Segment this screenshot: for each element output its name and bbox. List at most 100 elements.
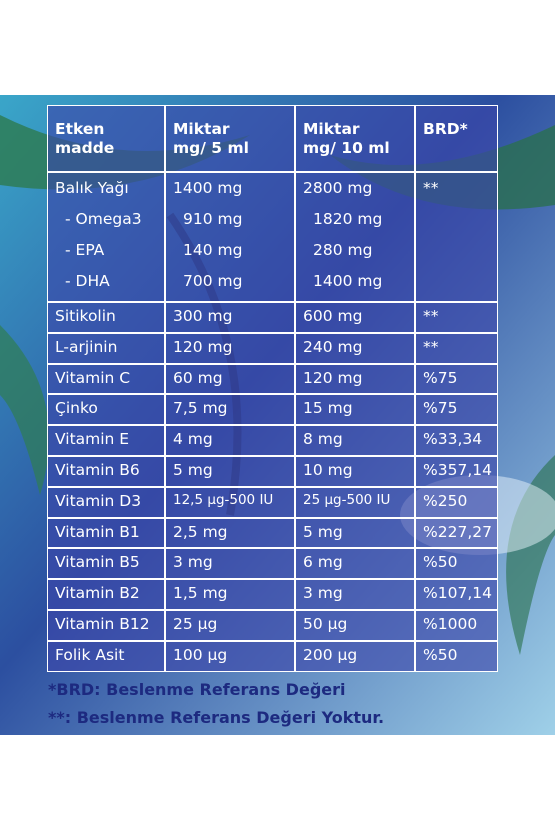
header-cell: BRD* bbox=[415, 105, 498, 172]
cell-text: %250 bbox=[423, 491, 468, 510]
header-cell: Miktar mg/ 10 ml bbox=[295, 105, 415, 172]
group-cell: 2800 mg 1820 mg 280 mg 1400 mg bbox=[295, 172, 415, 302]
group-cell: 1400 mg 910 mg 140 mg 700 mg bbox=[165, 172, 295, 302]
cell-text: 2,5 mg bbox=[173, 522, 228, 541]
cell-text: 3 mg bbox=[173, 553, 213, 572]
cell-text: %75 bbox=[423, 399, 458, 418]
table-cell: 2,5 mg bbox=[165, 517, 295, 549]
cell-text: 6 mg bbox=[303, 553, 343, 572]
table-cell: Vitamin B12 bbox=[47, 610, 165, 641]
cell-text: 140 mg bbox=[183, 241, 243, 259]
footnote: *BRD: Beslenme Referans Değeri bbox=[48, 680, 346, 699]
cell-text: 1820 mg bbox=[313, 210, 383, 228]
cell-text: 60 mg bbox=[173, 368, 223, 387]
cell-text: %50 bbox=[423, 645, 458, 664]
header-cell: Etken madde bbox=[47, 105, 165, 172]
table-cell: %357,14 bbox=[415, 456, 498, 487]
cell-text: 910 mg bbox=[183, 210, 243, 228]
cell-text: 4 mg bbox=[173, 430, 213, 449]
cell-text: ** bbox=[423, 307, 439, 325]
cell-text: ** bbox=[423, 179, 439, 197]
table-cell: 6 mg bbox=[295, 548, 415, 580]
cell-text: madde bbox=[55, 139, 115, 157]
cell-text: %107,14 bbox=[423, 584, 492, 603]
cell-text: 5 mg bbox=[173, 461, 213, 479]
table-cell: Vitamin B6 bbox=[47, 456, 165, 487]
table-cell: Sitikolin bbox=[47, 302, 165, 333]
cell-text: - Omega3 bbox=[65, 210, 142, 228]
cell-text: 8 mg bbox=[303, 430, 343, 449]
table-cell: Vitamin C bbox=[47, 363, 165, 395]
cell-text: 1400 mg bbox=[173, 179, 243, 197]
cell-text: Sitikolin bbox=[55, 307, 116, 325]
cell-text: %227,27 bbox=[423, 522, 492, 541]
table-cell: Folik Asit bbox=[47, 640, 165, 672]
table-cell: 5 mg bbox=[295, 517, 415, 549]
table-cell: 120 mg bbox=[165, 332, 295, 364]
cell-text: 5 mg bbox=[303, 522, 343, 541]
cell-text: 1,5 mg bbox=[173, 584, 228, 603]
table-cell: 8 mg bbox=[295, 425, 415, 456]
cell-text: 120 mg bbox=[173, 337, 233, 356]
table-cell: %75 bbox=[415, 363, 498, 395]
group-cell: Balık Yağı - Omega3 - EPA - DHA bbox=[47, 172, 165, 302]
table-cell: 5 mg bbox=[165, 456, 295, 487]
cell-text: %75 bbox=[423, 368, 458, 387]
table-cell: 1,5 mg bbox=[165, 579, 295, 610]
table-cell: Vitamin B1 bbox=[47, 517, 165, 549]
cell-text: Vitamin D3 bbox=[55, 491, 142, 510]
cell-text: Vitamin B5 bbox=[55, 553, 140, 572]
table-cell: Çinko bbox=[47, 394, 165, 426]
table-cell: 4 mg bbox=[165, 425, 295, 456]
table-cell: %75 bbox=[415, 394, 498, 426]
cell-text: mg/ 5 ml bbox=[173, 139, 249, 157]
table-cell: Vitamin D3 bbox=[47, 486, 165, 518]
cell-text: 25 µg-500 IU bbox=[303, 491, 391, 508]
cell-text: 700 mg bbox=[183, 272, 243, 290]
cell-text: mg/ 10 ml bbox=[303, 139, 390, 157]
table-cell: 3 mg bbox=[165, 548, 295, 580]
cell-text: 15 mg bbox=[303, 399, 353, 418]
cell-text: ** bbox=[423, 337, 439, 356]
cell-text: L-arjinin bbox=[55, 337, 118, 356]
table-cell: L-arjinin bbox=[47, 332, 165, 364]
cell-text: %33,34 bbox=[423, 430, 483, 449]
cell-text: Balık Yağı bbox=[55, 179, 129, 197]
cell-text: Etken bbox=[55, 120, 105, 138]
table-cell: 50 µg bbox=[295, 610, 415, 641]
cell-text: Vitamin E bbox=[55, 430, 130, 449]
cell-text: Vitamin B12 bbox=[55, 615, 150, 633]
cell-text: 120 mg bbox=[303, 368, 363, 387]
cell-text: 10 mg bbox=[303, 461, 353, 479]
cell-text: Vitamin B2 bbox=[55, 584, 140, 603]
cell-text: 600 mg bbox=[303, 307, 363, 325]
cell-text: Vitamin B6 bbox=[55, 461, 140, 479]
header-cell: Miktar mg/ 5 ml bbox=[165, 105, 295, 172]
table-cell: 12,5 µg-500 IU bbox=[165, 486, 295, 518]
cell-text: 25 µg bbox=[173, 615, 218, 633]
cell-text: %50 bbox=[423, 553, 458, 572]
cell-text: BRD* bbox=[423, 120, 468, 138]
table-cell: %50 bbox=[415, 640, 498, 672]
cell-text: 200 µg bbox=[303, 645, 358, 664]
cell-text: Vitamin C bbox=[55, 368, 131, 387]
table-cell: 100 µg bbox=[165, 640, 295, 672]
table-cell: 15 mg bbox=[295, 394, 415, 426]
table-cell: Vitamin B5 bbox=[47, 548, 165, 580]
table-cell: %107,14 bbox=[415, 579, 498, 610]
table-cell: 600 mg bbox=[295, 302, 415, 333]
table-cell: 3 mg bbox=[295, 579, 415, 610]
cell-text: Miktar bbox=[173, 120, 230, 138]
cell-text: 2800 mg bbox=[303, 179, 373, 197]
table-cell: ** bbox=[415, 302, 498, 333]
cell-text: 1400 mg bbox=[313, 272, 383, 290]
table-cell: 200 µg bbox=[295, 640, 415, 672]
cell-text: 3 mg bbox=[303, 584, 343, 603]
cell-text: 12,5 µg-500 IU bbox=[173, 491, 274, 508]
cell-text: Folik Asit bbox=[55, 645, 125, 664]
table-cell: 7,5 mg bbox=[165, 394, 295, 426]
cell-text: Miktar bbox=[303, 120, 360, 138]
table-cell: %33,34 bbox=[415, 425, 498, 456]
table-cell: 60 mg bbox=[165, 363, 295, 395]
